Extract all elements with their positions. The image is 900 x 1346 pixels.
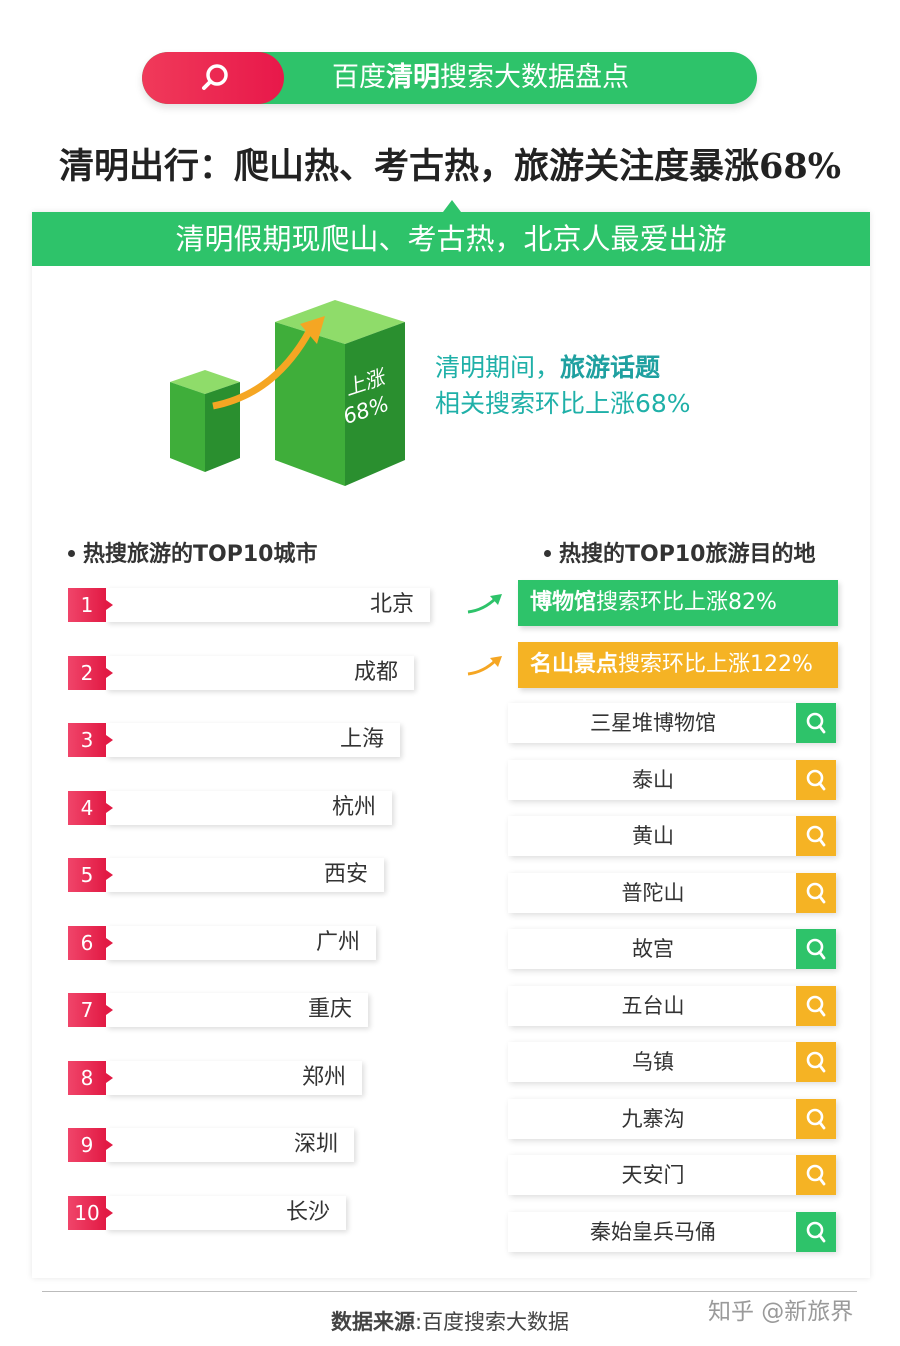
destination-search-button[interactable] [796, 1211, 836, 1252]
city-name: 郑州 [301, 1064, 346, 1090]
pill-title: 百度清明搜索大数据盘点 [332, 62, 629, 93]
destination-row: 五台山 [508, 985, 836, 1026]
rank-badge: 4 [68, 790, 113, 825]
search-icon [806, 712, 826, 734]
search-icon [806, 1221, 826, 1242]
destination-search-button[interactable] [796, 816, 836, 856]
destination-row: 泰山 [508, 759, 836, 800]
city-row: 西安 5 [68, 858, 384, 892]
city-bar: 深圳 [106, 1128, 354, 1162]
cities-section-title: 热搜旅游的TOP10城市 [68, 536, 317, 568]
highlight-mountains: 名山景点搜索环比上涨122% [518, 642, 838, 688]
city-bar: 广州 [106, 925, 376, 960]
city-bar: 西安 [106, 858, 384, 892]
growth-callout: 清明期间，旅游话题 相关搜索环比上涨68% [435, 353, 691, 418]
destination-name: 秦始皇兵马俑 [590, 1219, 716, 1244]
footer-divider [42, 1291, 857, 1292]
search-icon [806, 825, 826, 847]
destination-search-button[interactable] [796, 872, 836, 913]
destination-name: 黄山 [632, 824, 674, 848]
destination-search-button[interactable] [796, 703, 836, 743]
rank-badge: 10 [68, 1195, 113, 1230]
growth-boxes-illustration: 上涨 68% [170, 300, 405, 486]
destination-name: 故宫 [632, 937, 674, 961]
destination-row: 三星堆博物馆 [508, 703, 836, 743]
city-name: 广州 [315, 929, 360, 955]
city-name: 成都 [353, 659, 398, 685]
destination-name: 天安门 [621, 1163, 685, 1187]
city-bar: 重庆 [106, 993, 368, 1027]
destination-name: 乌镇 [632, 1050, 674, 1074]
rank-badge: 3 [68, 723, 113, 757]
destination-search-button[interactable] [796, 1042, 836, 1082]
search-icon [806, 1051, 826, 1073]
rank-badge: 1 [68, 588, 113, 622]
data-source: 数据来源:百度搜索大数据 [330, 1310, 570, 1334]
destination-name: 泰山 [632, 767, 674, 792]
city-row: 长沙 10 [68, 1195, 346, 1230]
search-icon [806, 1164, 826, 1186]
city-row: 深圳 9 [68, 1128, 354, 1162]
city-name: 杭州 [331, 794, 376, 820]
rank-badge: 5 [68, 858, 113, 892]
city-bar: 北京 [106, 588, 430, 622]
city-name: 重庆 [307, 997, 352, 1022]
city-name: 北京 [369, 592, 414, 617]
city-row: 杭州 4 [68, 790, 392, 825]
rank-badge: 2 [68, 655, 113, 690]
search-icon [806, 882, 826, 903]
destination-search-button[interactable] [796, 1155, 836, 1195]
city-bar: 成都 [106, 655, 414, 690]
search-icon [806, 938, 826, 960]
city-row: 广州 6 [68, 925, 376, 960]
city-row: 重庆 7 [68, 993, 368, 1027]
search-icon [806, 769, 826, 790]
rank-badge: 7 [68, 993, 113, 1027]
destination-row: 乌镇 [508, 1042, 836, 1082]
city-row: 北京 1 [68, 588, 430, 622]
destination-name: 普陀山 [621, 880, 685, 905]
city-bar: 长沙 [106, 1195, 346, 1230]
city-name: 西安 [323, 862, 368, 887]
card-banner: 清明假期现爬山、考古热，北京人最爱出游 [32, 212, 870, 266]
destination-search-button[interactable] [796, 759, 836, 800]
destination-search-button[interactable] [796, 985, 836, 1026]
destination-name: 五台山 [621, 993, 685, 1018]
trend-arrow-icon [467, 594, 502, 614]
city-row: 郑州 8 [68, 1060, 362, 1095]
search-icon [202, 64, 228, 90]
search-icon [806, 995, 826, 1016]
city-bar: 杭州 [106, 790, 392, 825]
page-headline: 清明出行：爬山热、考古热，旅游关注度暴涨68% [59, 146, 841, 187]
destination-name: 三星堆博物馆 [590, 711, 716, 735]
watermark: 知乎 @新旅界 [708, 1299, 854, 1325]
pill-search-badge [142, 52, 284, 104]
highlight-museum: 博物馆搜索环比上涨82% [518, 580, 838, 626]
banner-notch [443, 200, 461, 212]
city-bar: 上海 [106, 723, 400, 757]
destination-search-button[interactable] [796, 929, 836, 969]
rank-badge: 6 [68, 925, 113, 960]
destination-row: 九寨沟 [508, 1098, 836, 1139]
destinations-section-title: 热搜的TOP10旅游目的地 [544, 536, 815, 568]
city-name: 长沙 [285, 1199, 330, 1225]
city-row: 上海 3 [68, 723, 400, 757]
destination-row: 天安门 [508, 1155, 836, 1195]
destination-name: 九寨沟 [621, 1106, 685, 1131]
city-name: 深圳 [293, 1132, 338, 1157]
title-pill: 百度清明搜索大数据盘点 [142, 52, 757, 104]
destination-search-button[interactable] [796, 1098, 836, 1139]
trend-arrow-icon [467, 656, 502, 676]
city-bar: 郑州 [106, 1060, 362, 1095]
city-row: 成都 2 [68, 655, 414, 690]
destination-row: 黄山 [508, 816, 836, 856]
search-icon [806, 1108, 826, 1129]
destination-row: 秦始皇兵马俑 [508, 1211, 836, 1252]
destination-row: 故宫 [508, 929, 836, 969]
rank-badge: 9 [68, 1128, 113, 1162]
rank-badge: 8 [68, 1060, 113, 1095]
city-name: 上海 [339, 727, 384, 752]
destination-row: 普陀山 [508, 872, 836, 913]
